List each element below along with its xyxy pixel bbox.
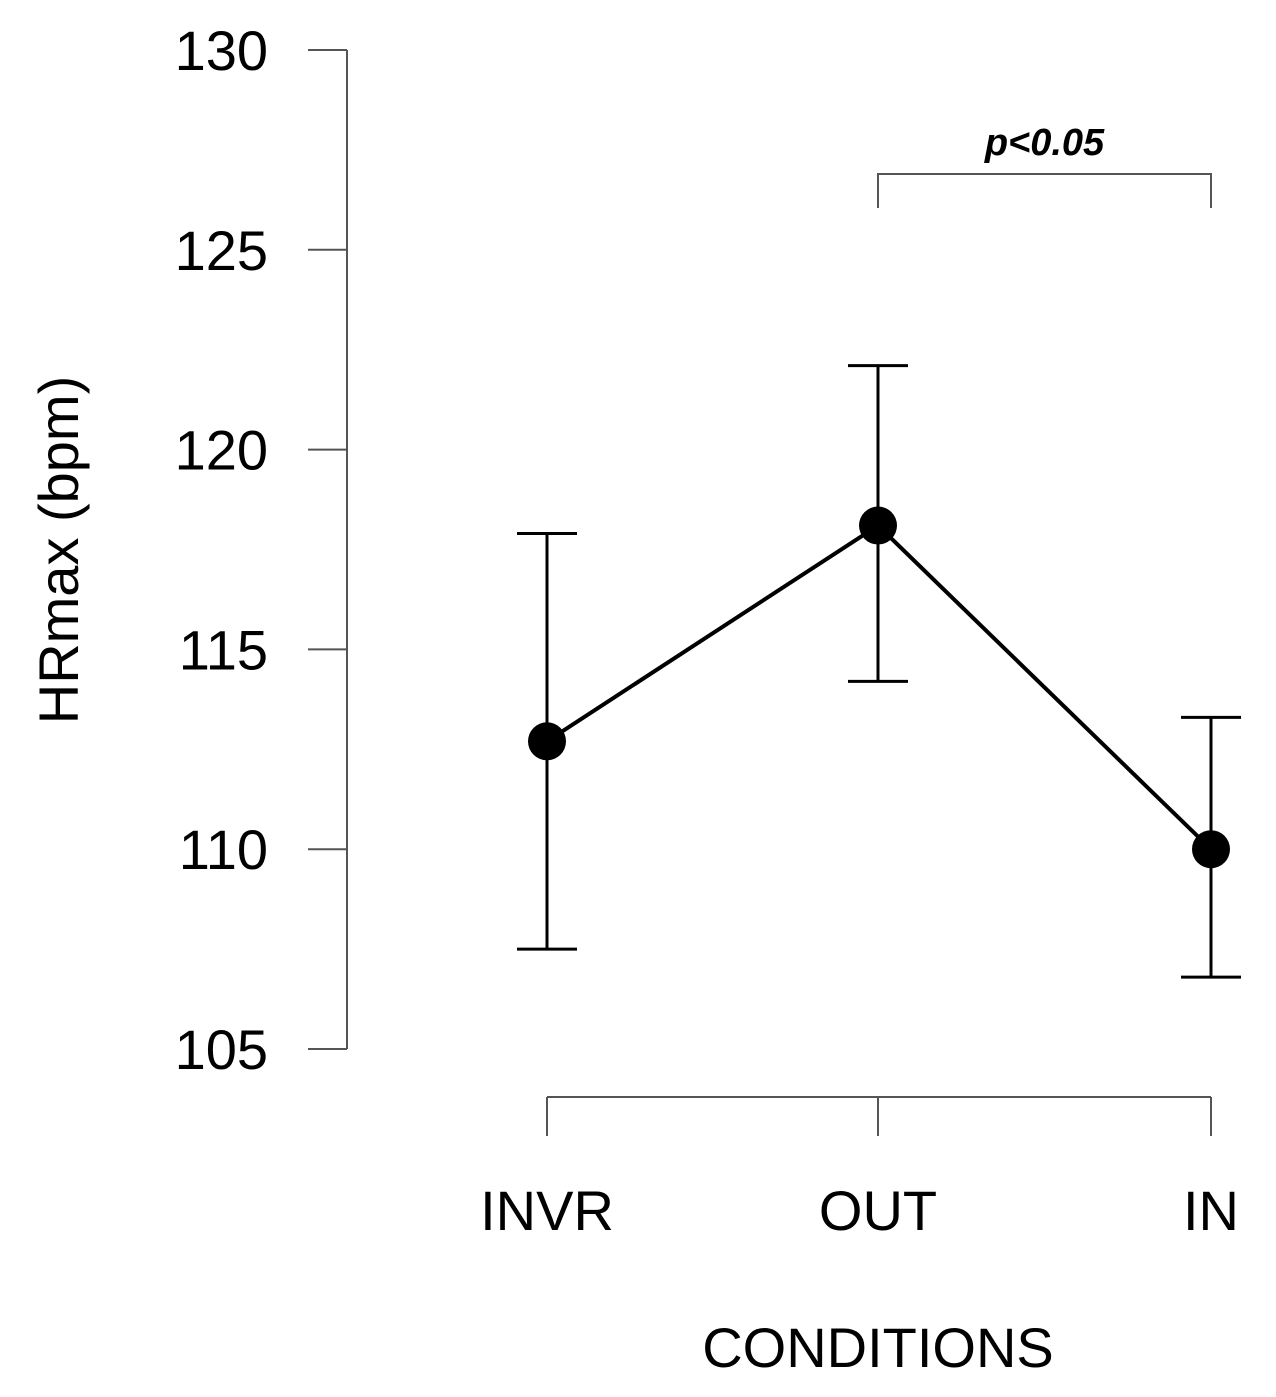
x-tick-label: OUT	[819, 1179, 937, 1242]
y-tick-label: 125	[175, 219, 268, 282]
y-tick-label: 115	[179, 618, 268, 681]
plot-area	[517, 364, 1241, 979]
y-tick-label: 120	[175, 419, 268, 482]
significance-bracket	[877, 173, 1212, 208]
y-tick-label: 105	[175, 1018, 268, 1081]
y-tick-label: 130	[175, 19, 268, 82]
significance-label: p<0.05	[984, 122, 1105, 164]
y-tick-label: 110	[179, 818, 268, 881]
x-axis: INVR OUT IN	[480, 1096, 1239, 1242]
x-axis-title: CONDITIONS	[702, 1316, 1054, 1379]
data-point	[859, 506, 897, 545]
y-axis-title: HRmax (bpm)	[27, 376, 90, 724]
x-tick-label: IN	[1183, 1179, 1239, 1242]
x-tick-label: INVR	[480, 1179, 614, 1242]
y-axis: 105 110 115 120 125 130	[175, 19, 348, 1081]
annotations: p<0.05	[877, 122, 1212, 208]
data-point	[1192, 830, 1230, 869]
data-point	[528, 722, 566, 761]
